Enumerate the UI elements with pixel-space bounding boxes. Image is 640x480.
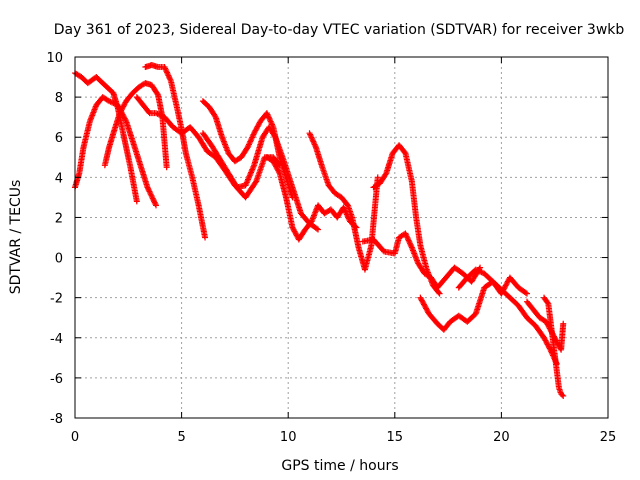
y-tick-label: 10 [46,51,63,66]
data-point [544,299,551,306]
data-point [202,234,209,241]
series-arc-8 [263,154,360,243]
y-tick-label: -2 [50,292,63,307]
data-point [133,198,140,205]
data-point [374,174,381,181]
x-tick-label: 25 [600,430,617,445]
y-axis-ticks: -8 -6 -4 -2 0 2 4 6 8 10 [46,51,608,427]
data-point [252,179,259,186]
y-tick-label: 8 [55,91,63,106]
series-arc-2 [72,94,160,209]
y-tick-label: -8 [50,412,63,427]
series-arc-4 [142,62,209,241]
x-axis-label: GPS time / hours [281,458,398,474]
data-point [152,201,159,208]
data-point [145,187,152,194]
y-tick-label: 6 [55,131,63,146]
data-point [313,225,320,232]
y-tick-label: 0 [55,252,63,267]
grid-lines [75,57,608,418]
data-point [271,132,278,139]
data-point [144,184,151,191]
y-tick-label: -4 [50,332,63,347]
y-tick-label: -6 [50,372,63,387]
data-point [147,189,154,196]
x-tick-label: 5 [177,430,185,445]
chart-title: Day 361 of 2023, Sidereal Day-to-day VTE… [54,22,625,38]
data-point [382,171,389,178]
data-point [315,226,322,233]
x-tick-label: 20 [493,430,510,445]
data-point [163,164,170,171]
series-arc-11 [370,142,443,297]
data-point [150,196,157,203]
y-tick-label: 4 [55,171,63,186]
series-arc-7 [199,124,322,233]
data-point [149,195,156,202]
data-point [559,391,566,398]
data-point [522,289,529,296]
y-tick-label: 2 [55,211,63,226]
data-point [211,112,218,119]
series-arc-13 [455,266,560,367]
series-arc-15 [541,294,567,399]
x-axis-ticks: 0 5 10 15 20 25 [71,57,616,445]
x-tick-label: 15 [387,430,404,445]
data-point [154,90,161,97]
data-point [523,290,530,297]
data-point [149,194,156,201]
series-arc-12 [417,274,530,333]
data-point [151,198,158,205]
y-axis-label: SDTVAR / TECUs [8,180,24,295]
series-arc-1 [72,70,140,205]
data-point [401,149,408,156]
series-arc-9 [306,130,381,273]
data-point [435,289,442,296]
data-point [560,392,567,399]
data-point [145,185,152,192]
data-point [151,199,158,206]
data-point [436,290,443,297]
data-point [147,191,154,198]
data-point [153,202,160,209]
series-arc-3 [101,80,170,171]
data-point [148,192,155,199]
x-tick-label: 0 [71,430,79,445]
plot-frame [74,56,609,419]
x-tick-label: 10 [280,430,297,445]
data-marks [72,62,567,399]
data-point [122,116,129,123]
data-point [560,320,567,327]
data-point [146,188,153,195]
data-point [275,168,282,175]
